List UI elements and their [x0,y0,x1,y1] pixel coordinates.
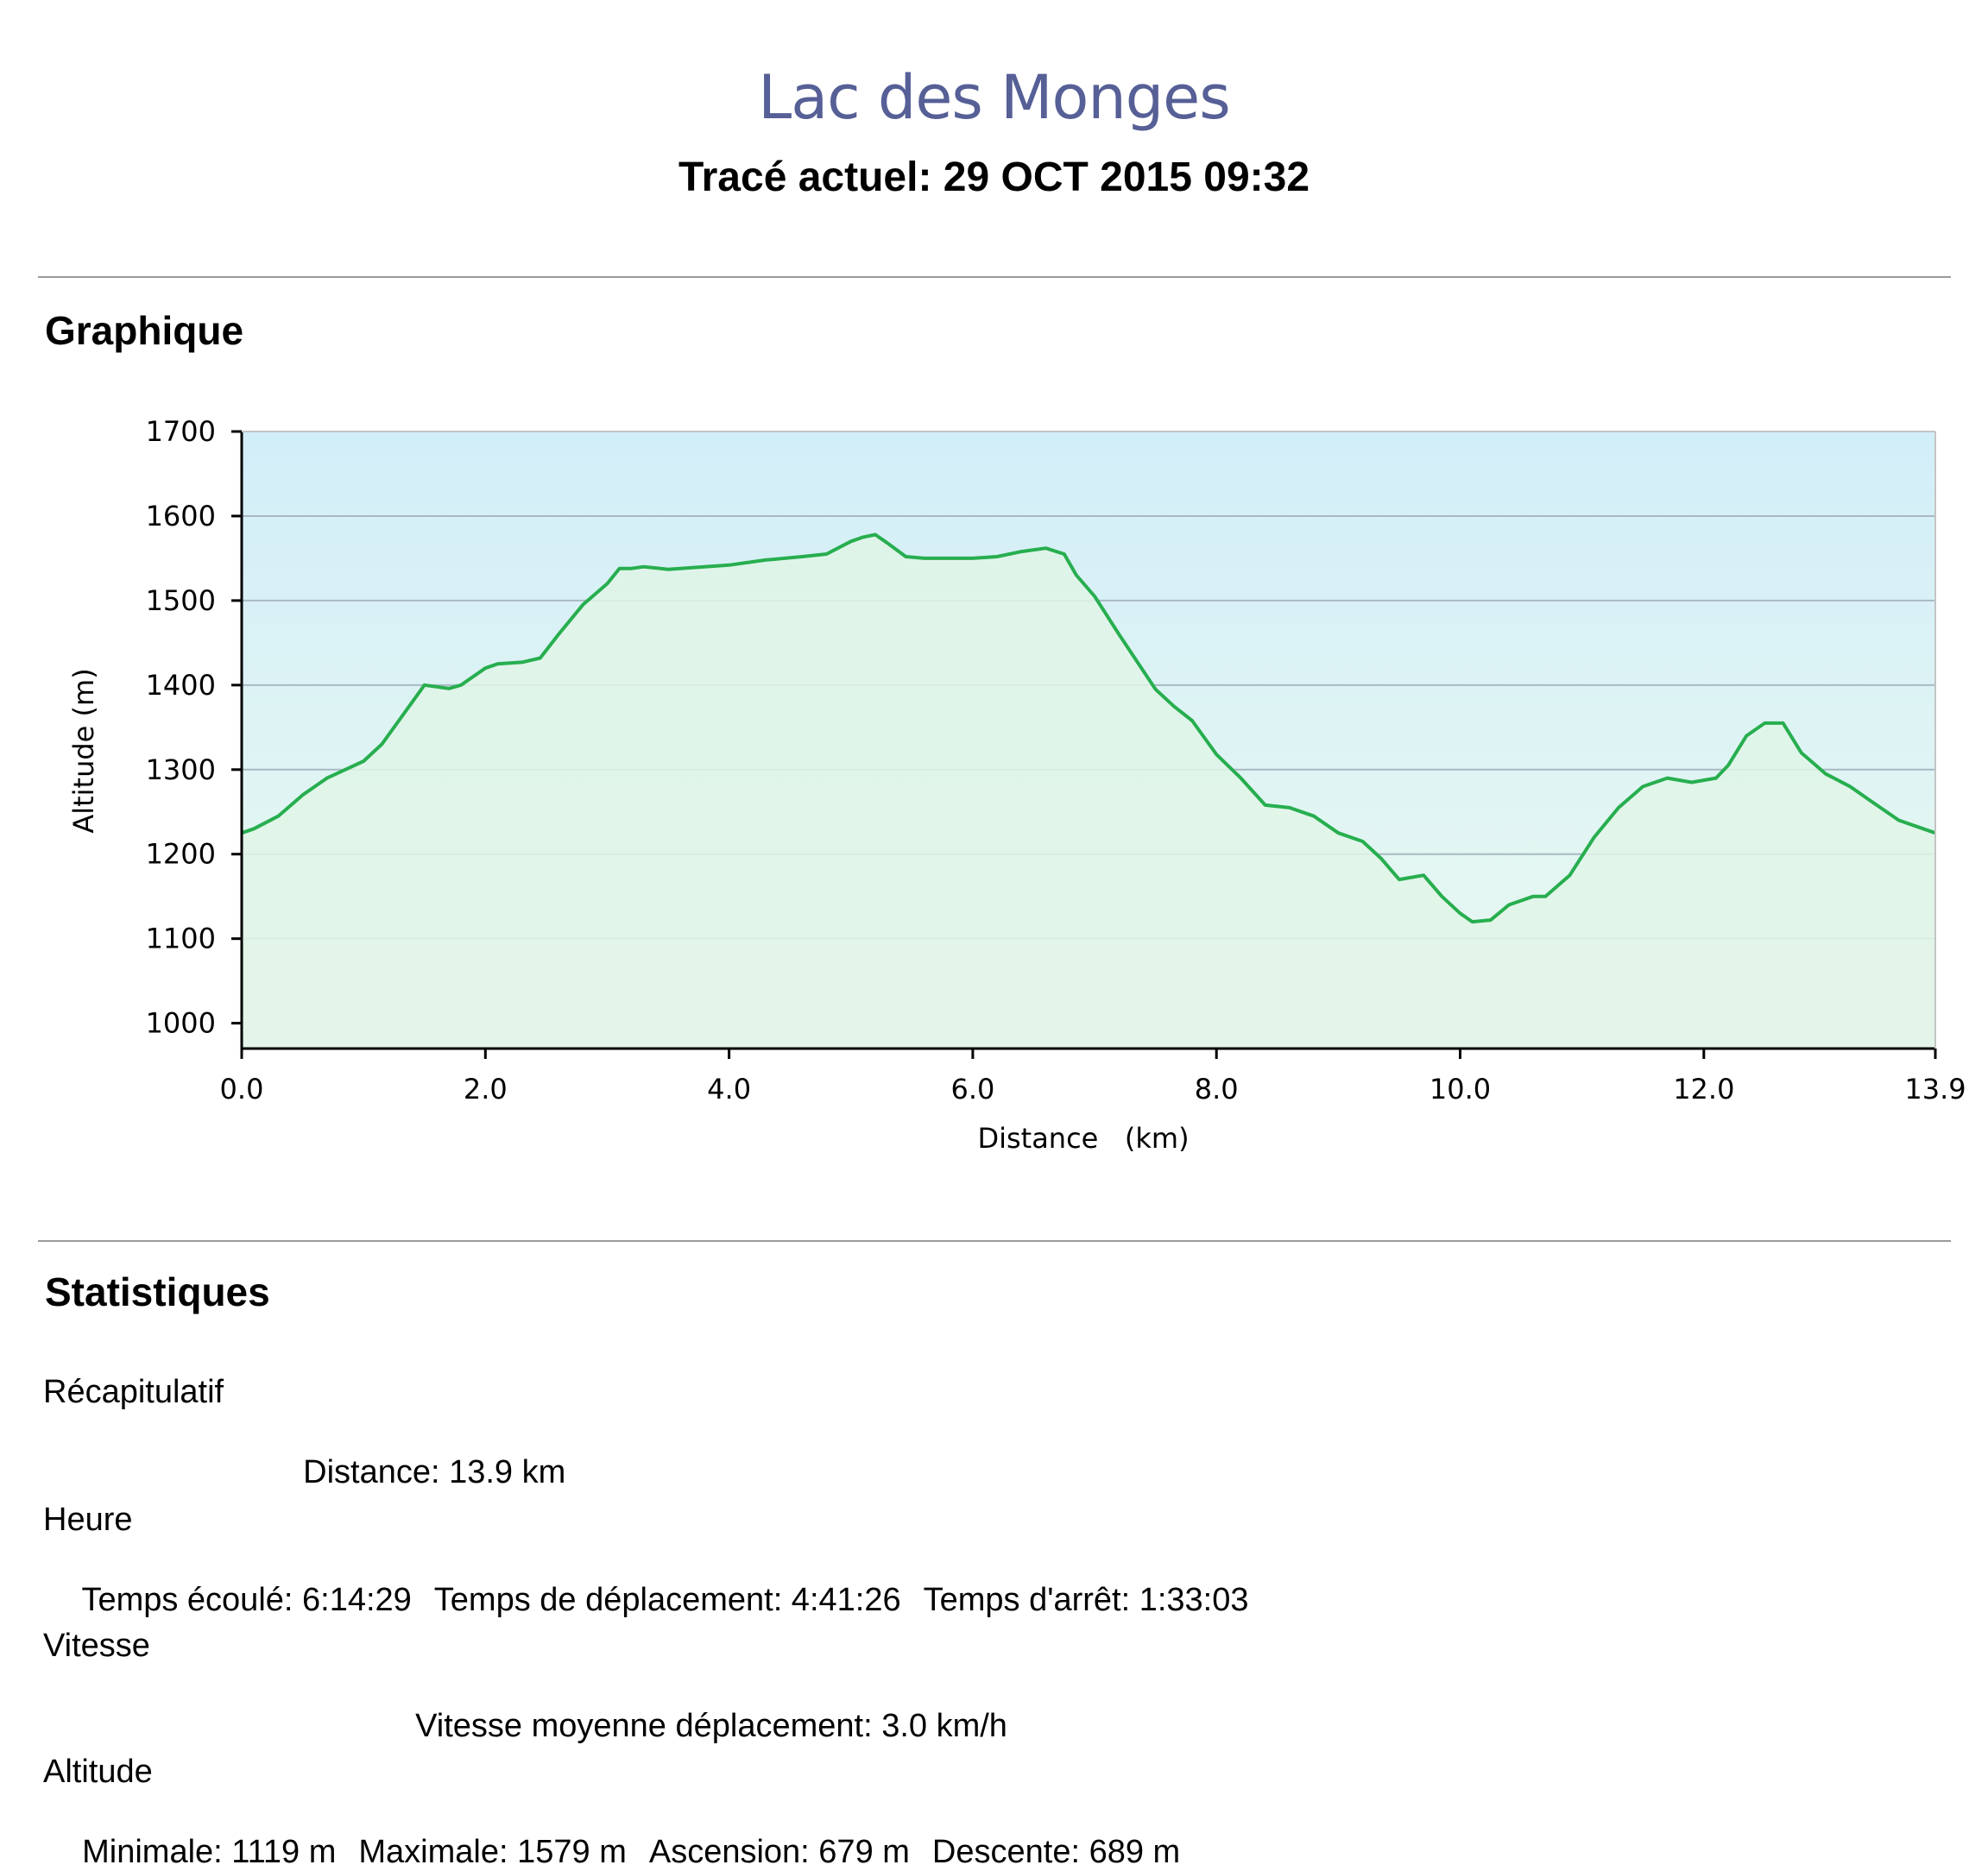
track-date-subtitle: Tracé actuel: 29 OCT 2015 09:32 [678,154,1310,200]
x-tick-label: 8.0 [1195,1073,1239,1106]
y-tick-label: 1700 [146,415,216,448]
y-tick-label: 1600 [146,500,216,532]
y-tick-label: 1200 [146,838,216,871]
x-tick-label: 0.0 [220,1073,264,1106]
x-tick-label: 4.0 [707,1073,751,1106]
altitude-line: Minimale: 1119 m Maximale: 1579 m Ascensio… [64,1797,1202,1871]
time-line: Temps écoulé: 6:14:29 Temps de déplacemen… [64,1545,1272,1619]
y-tick-label: 1100 [146,923,216,955]
y-tick-label: 1500 [146,584,216,617]
altitude-series-line [241,532,1936,924]
distance-value: Distance: 13.9 km [303,1454,566,1490]
elapsed-time: Temps écoulé: 6:14:29 [81,1582,412,1618]
x-tick-label: 10.0 [1429,1073,1491,1106]
chart-section-title: Graphique [45,308,244,353]
page-title: Lac des Monges [758,62,1230,133]
stats-section-title: Statistiques [45,1269,270,1314]
x-tick-label: 13.9 [1904,1073,1966,1106]
summary-heading: Récapitulatif [43,1374,224,1410]
summary-line: Distance: 13.9 km [285,1417,588,1491]
altitude-heading: Altitude [43,1754,153,1790]
altitude-descent: Descente: 689 m [931,1834,1181,1870]
x-tick-label: 12.0 [1673,1073,1734,1106]
moving-average-speed: Vitesse moyenne déplacement: 3.0 km/h [415,1708,1007,1744]
speed-line: Vitesse moyenne déplacement: 3.0 km/h [397,1671,1030,1745]
stopped-time: Temps d'arrêt: 1:33:03 [923,1582,1249,1618]
y-tick-label: 1000 [146,1007,216,1040]
y-tick-label: 1400 [146,669,216,702]
time-heading: Heure [43,1502,133,1538]
x-tick-label: 6.0 [950,1073,994,1106]
speed-heading: Vitesse [43,1628,150,1664]
altitude-chart: 1000 1100 1200 1300 1400 1500 1600 1700 0.0 2.0 4… [67,415,1966,1155]
y-tick-label: 1300 [146,753,216,786]
altitude-area-fill [242,534,1935,1049]
divider [38,1240,1951,1242]
altitude-ascent: Ascension: 679 m [648,1834,910,1870]
x-axis-label: Distance (km) [977,1122,1189,1155]
altitude-min: Minimale: 1119 m [82,1834,337,1870]
x-tick-label: 2.0 [464,1073,508,1106]
moving-time: Temps de déplacement: 4:41:26 [433,1582,901,1618]
divider [38,276,1951,278]
y-axis-label: Altitude (m) [67,668,100,833]
altitude-max: Maximale: 1579 m [358,1834,627,1870]
